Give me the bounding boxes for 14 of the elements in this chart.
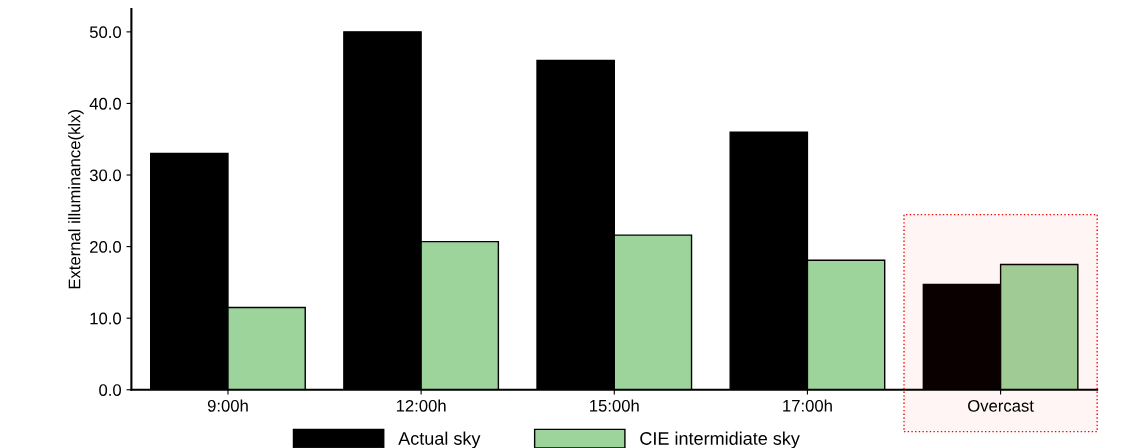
y-tick-label: 20.0 — [90, 241, 122, 253]
x-tick-label: 15:00h — [590, 399, 639, 412]
x-tick-label: 9:00h — [207, 399, 248, 412]
y-tick-label: 50.0 — [89, 26, 122, 39]
x-tick-label: 17:00h — [783, 399, 832, 412]
y-tick-label: 40.0 — [89, 97, 122, 110]
legend-label: Actual sky — [398, 431, 481, 448]
x-tick-label: Overcast — [968, 399, 1034, 412]
y-axis-title: External illuminance(klx) — [68, 110, 84, 289]
x-tick-label: 12:00h — [396, 399, 446, 412]
y-tick-label: 10.0 — [90, 312, 122, 325]
y-tick-label: 0.0 — [99, 384, 122, 396]
y-tick-label: 30.0 — [89, 169, 122, 182]
legend-label: CIE intermidiate sky — [640, 431, 800, 448]
